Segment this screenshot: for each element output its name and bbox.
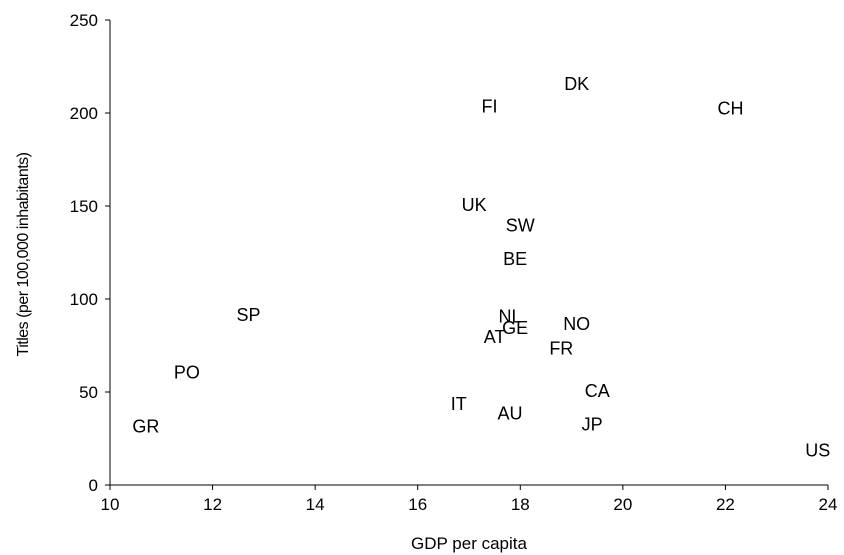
- data-point-gr: GR: [132, 416, 159, 436]
- data-point-jp: JP: [582, 415, 603, 435]
- x-tick-label: 14: [306, 495, 325, 514]
- data-point-ge: GE: [502, 318, 528, 338]
- data-point-dk: DK: [564, 74, 589, 94]
- x-tick-label: 12: [203, 495, 222, 514]
- y-tick-label: 100: [70, 290, 98, 309]
- data-point-nl: NL: [499, 307, 522, 327]
- y-tick-label: 50: [79, 383, 98, 402]
- x-tick-label: 22: [716, 495, 735, 514]
- x-tick-label: 18: [511, 495, 530, 514]
- data-point-fi: FI: [482, 97, 498, 117]
- data-point-us: US: [805, 441, 830, 461]
- data-point-it: IT: [451, 394, 467, 414]
- data-point-be: BE: [503, 249, 527, 269]
- x-tick-label: 20: [613, 495, 632, 514]
- data-point-sw: SW: [506, 216, 535, 236]
- x-tick-label: 24: [819, 495, 838, 514]
- y-tick-label: 0: [89, 476, 98, 495]
- data-point-ch: CH: [718, 98, 744, 118]
- y-tick-label: 200: [70, 104, 98, 123]
- data-point-au: AU: [498, 403, 523, 423]
- x-axis-title: GDP per capita: [411, 534, 527, 553]
- data-point-fr: FR: [549, 338, 573, 358]
- data-point-ca: CA: [585, 381, 610, 401]
- y-tick-label: 250: [70, 11, 98, 30]
- data-point-at: AT: [484, 327, 506, 347]
- data-point-no: NO: [563, 314, 590, 334]
- x-ticks: 10 12 14 16 18 20 22 24: [101, 485, 838, 514]
- data-point-po: PO: [174, 363, 200, 383]
- y-ticks: 0 50 100 150 200 250: [70, 11, 110, 495]
- data-point-sp: SP: [236, 305, 260, 325]
- y-axis-title: Titles (per 100,000 inhabitants): [15, 152, 32, 356]
- x-tick-label: 16: [408, 495, 427, 514]
- data-point-uk: UK: [462, 195, 487, 215]
- x-tick-label: 10: [101, 495, 120, 514]
- y-tick-label: 150: [70, 197, 98, 216]
